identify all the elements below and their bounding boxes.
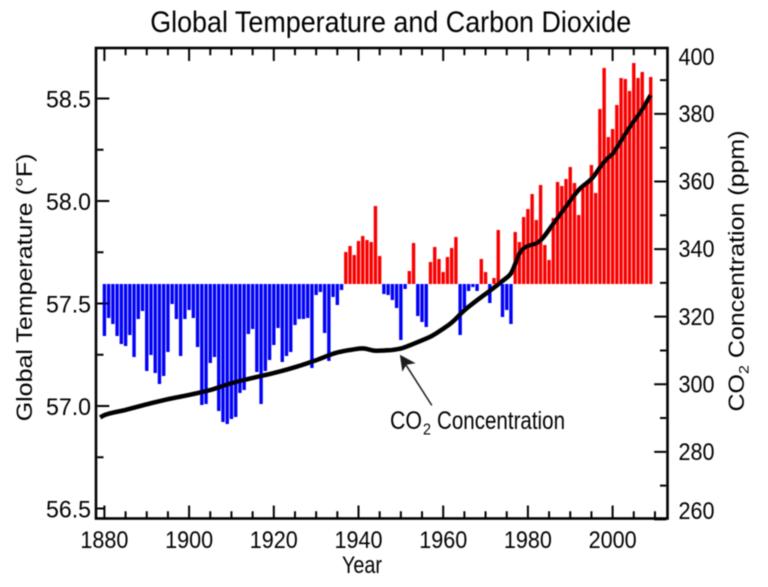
svg-text:2000: 2000 [589, 527, 637, 554]
svg-text:400: 400 [679, 44, 715, 71]
svg-text:1920: 1920 [250, 527, 298, 554]
svg-text:Global Temperature (°F): Global Temperature (°F) [12, 154, 36, 422]
svg-text:280: 280 [679, 439, 715, 466]
svg-text:1940: 1940 [335, 527, 383, 554]
svg-text:1900: 1900 [165, 527, 213, 554]
svg-text:340: 340 [679, 236, 715, 263]
svg-text:Concentration: Concentration [437, 407, 565, 435]
svg-text:300: 300 [679, 371, 715, 398]
svg-text:380: 380 [679, 101, 715, 128]
svg-text:360: 360 [679, 169, 715, 196]
svg-text:1980: 1980 [504, 527, 552, 554]
svg-text:1880: 1880 [80, 527, 128, 554]
svg-text:57.5: 57.5 [46, 292, 91, 319]
svg-text:260: 260 [679, 498, 715, 525]
svg-text:58.5: 58.5 [46, 87, 91, 114]
svg-text:Global Temperature and Carbon: Global Temperature and Carbon Dioxide [150, 6, 631, 39]
svg-text:56.5: 56.5 [46, 497, 91, 524]
svg-text:2: 2 [423, 422, 431, 439]
svg-text:Year: Year [342, 552, 382, 579]
svg-text:57.0: 57.0 [46, 394, 91, 421]
svg-text:320: 320 [679, 304, 715, 331]
svg-text:CO2 Concentration (ppm): CO2 Concentration (ppm) [724, 130, 752, 411]
svg-text:58.0: 58.0 [46, 189, 91, 216]
svg-text:1960: 1960 [419, 527, 467, 554]
svg-text:CO: CO [390, 407, 422, 435]
